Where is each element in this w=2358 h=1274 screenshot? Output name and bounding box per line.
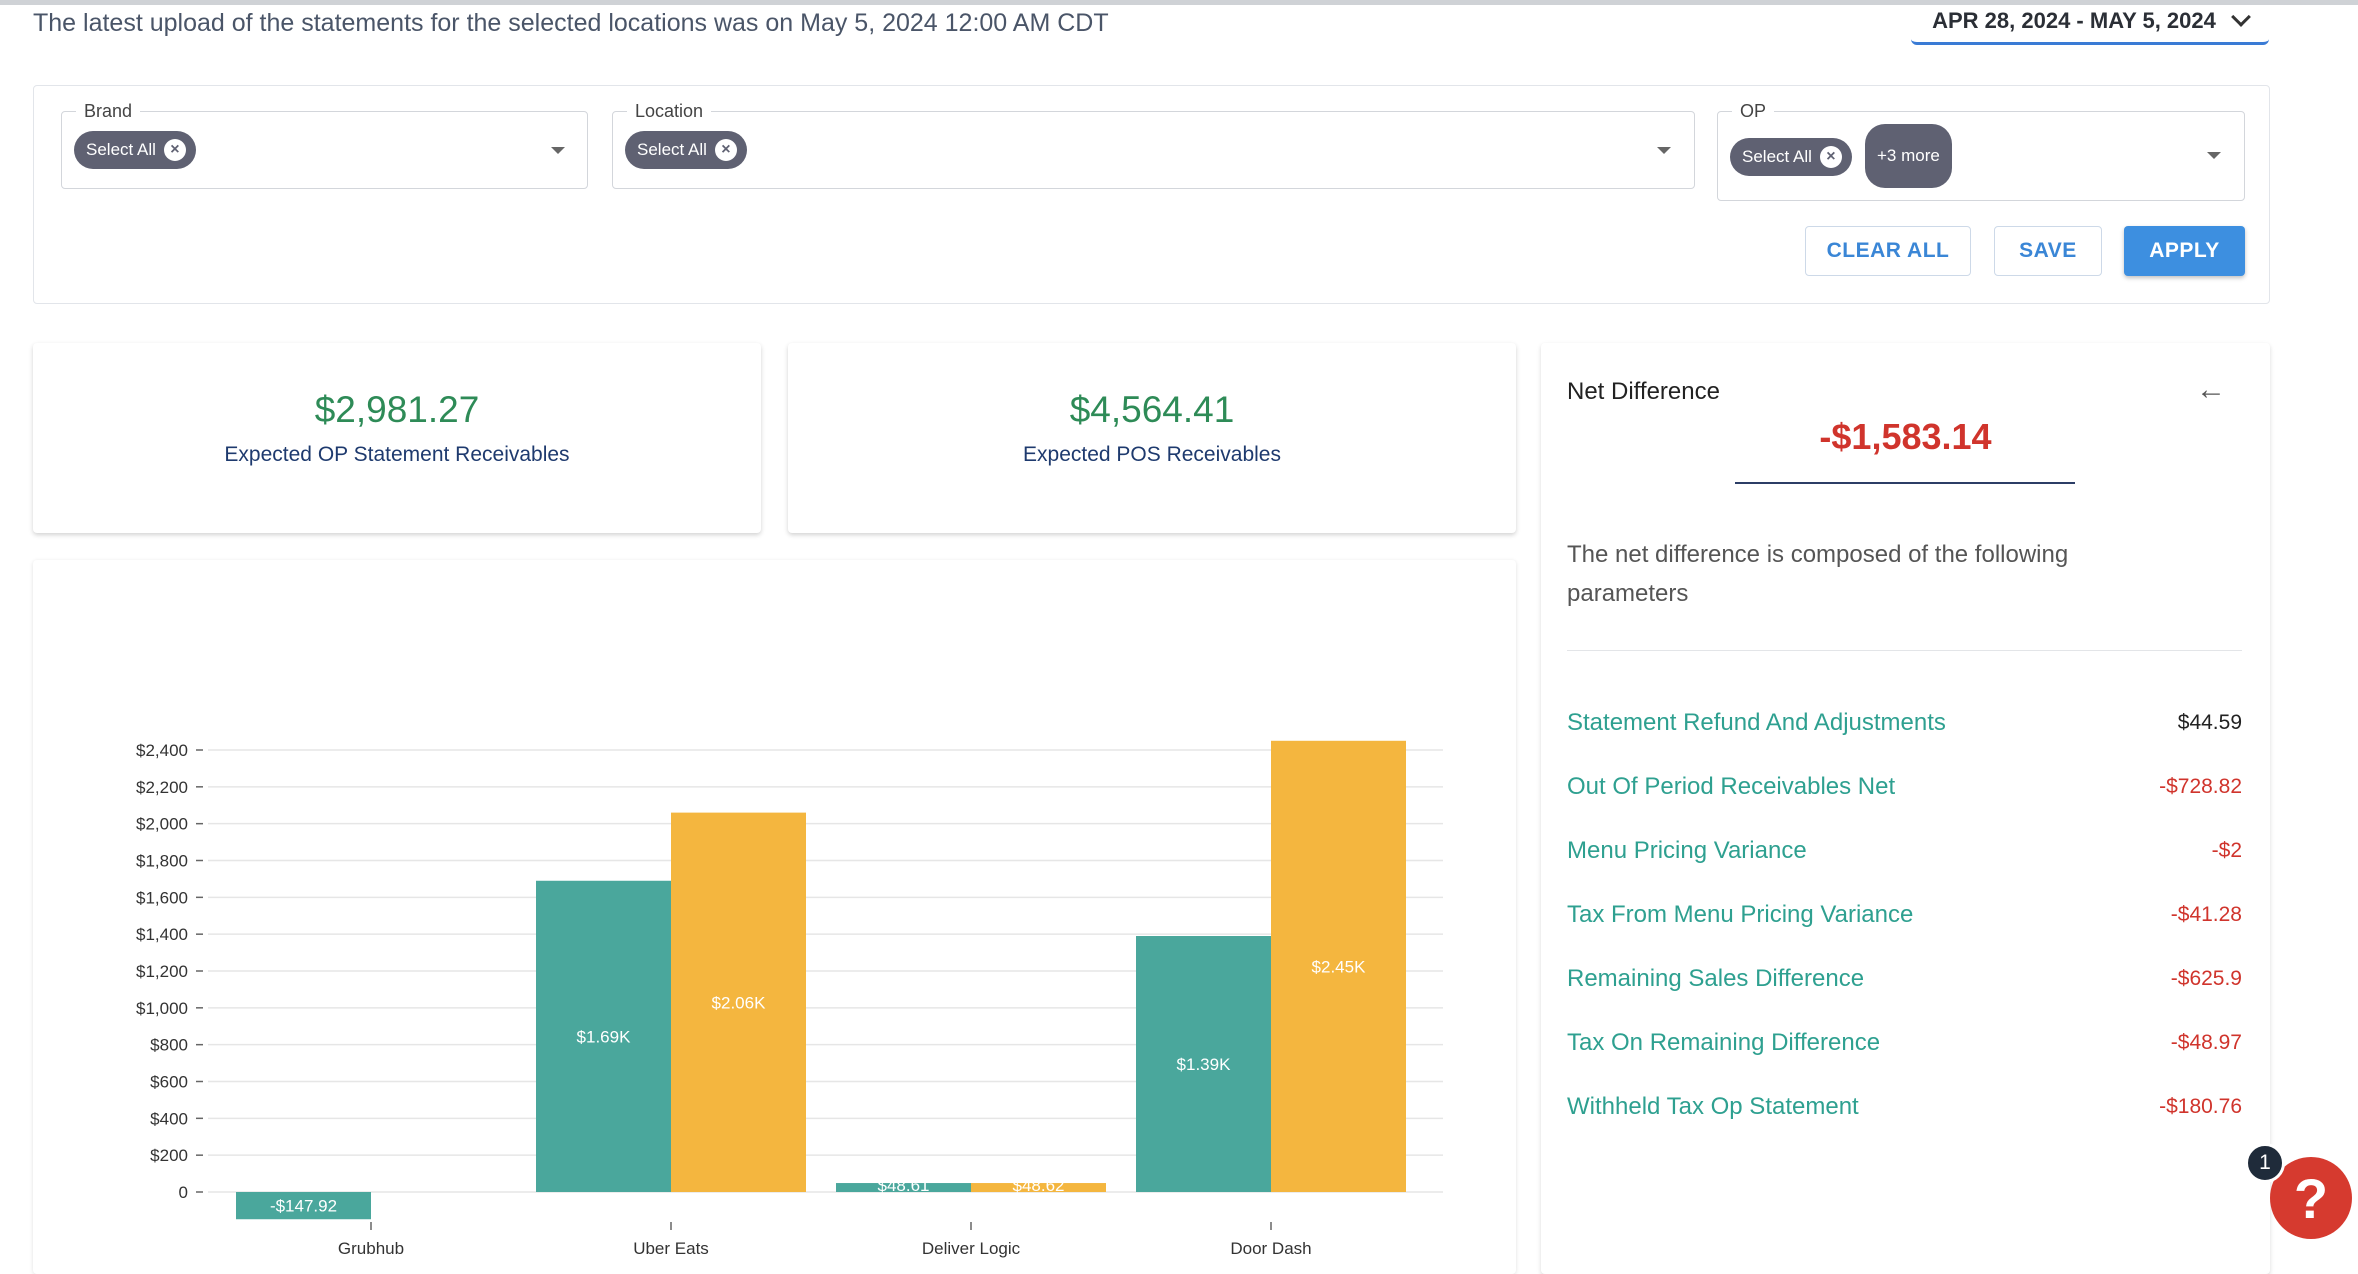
chart-bar <box>671 812 806 1192</box>
parameter-value: $44.59 <box>2177 711 2242 734</box>
brand-chip-label: Select All <box>86 140 156 159</box>
parameter-value: -$180.76 <box>2159 1095 2242 1118</box>
parameter-value: -$41.28 <box>2170 903 2242 926</box>
kpi-card-op-receivables: $2,981.27 Expected OP Statement Receivab… <box>33 343 761 533</box>
receivables-bar-chart: 0 $200 $400 $600 $800 $1,000 $1,200 $1,400 $1,60… <box>136 740 1443 1258</box>
brand-chip[interactable]: Select All × <box>74 131 196 169</box>
dropdown-caret-icon[interactable] <box>2207 152 2221 159</box>
y-tick-label: $1,200 <box>136 962 188 981</box>
notification-badge: 1 <box>2245 1143 2285 1183</box>
chart-bar <box>1271 740 1406 1192</box>
location-select[interactable]: Location Select All × <box>612 101 1695 189</box>
close-icon[interactable]: × <box>163 139 186 161</box>
divider <box>1567 650 2242 651</box>
close-icon[interactable]: × <box>1819 146 1842 168</box>
bar-data-label: -$147.92 <box>270 1197 337 1216</box>
parameter-row[interactable]: Tax From Menu Pricing Variance -$41.28 <box>1567 895 2242 935</box>
location-label: Location <box>627 101 712 122</box>
y-tick-label: 0 <box>179 1183 188 1202</box>
chart-bar <box>836 1183 971 1192</box>
dropdown-caret-icon[interactable] <box>1657 147 1671 154</box>
parameter-name[interactable]: Remaining Sales Difference <box>1567 965 1865 992</box>
net-difference-value: -$1,583.14 <box>1819 416 1992 457</box>
bar-data-label: $1.39K <box>1177 1055 1232 1074</box>
y-tick-label: $1,800 <box>136 852 188 871</box>
x-tick-label: Deliver Logic <box>922 1239 1021 1258</box>
x-tick-label: Grubhub <box>338 1239 404 1258</box>
y-tick-label: $1,000 <box>136 999 188 1018</box>
kpi-value: $2,981.27 <box>314 389 480 430</box>
y-tick-label: $800 <box>150 1036 188 1055</box>
bar-data-label: $1.69K <box>577 1027 632 1046</box>
chart-bar <box>971 1183 1106 1192</box>
parameter-row[interactable]: Menu Pricing Variance -$2 <box>1567 831 2242 871</box>
parameter-name[interactable]: Statement Refund And Adjustments <box>1567 709 1946 736</box>
brand-select[interactable]: Brand Select All × <box>61 101 588 189</box>
net-difference-title: Net Difference <box>1567 378 1720 405</box>
net-difference-description: The net difference is composed of the fo… <box>1567 541 2069 607</box>
y-tick-label: $2,400 <box>136 741 188 760</box>
clear-all-button[interactable]: CLEAR ALL <box>1805 226 1971 276</box>
y-tick-label: $600 <box>150 1073 188 1092</box>
net-difference-panel: Net Difference ← -$1,583.14 The net diff… <box>1541 343 2270 1274</box>
parameter-row[interactable]: Out Of Period Receivables Net -$728.82 <box>1567 767 2242 807</box>
help-button[interactable]: ? <box>2270 1157 2352 1239</box>
arrow-left-icon[interactable]: ← <box>2196 373 2226 406</box>
receivables-chart-card: 0 $200 $400 $600 $800 $1,000 $1,200 $1,400 $1,60… <box>33 560 1516 1274</box>
parameter-name[interactable]: Tax On Remaining Difference <box>1567 1029 1881 1056</box>
date-range-picker[interactable]: APR 28, 2024 - MAY 5, 2024 <box>1911 0 2269 45</box>
upload-message: The latest upload of the statements for … <box>33 9 1109 37</box>
bar-data-label: $2.45K <box>1312 957 1367 976</box>
close-icon[interactable]: × <box>714 139 737 161</box>
kpi-card-pos-receivables: $4,564.41 Expected POS Receivables <box>788 343 1516 533</box>
parameter-name[interactable]: Tax From Menu Pricing Variance <box>1567 901 1914 928</box>
parameter-value: -$48.97 <box>2170 1031 2242 1054</box>
op-label: OP <box>1732 101 1775 122</box>
apply-button[interactable]: APPLY <box>2124 226 2245 276</box>
x-tick-label: Door Dash <box>1230 1239 1311 1258</box>
op-select[interactable]: OP Select All × +3 more <box>1717 101 2245 201</box>
save-button[interactable]: SAVE <box>1994 226 2102 276</box>
parameter-value: -$625.9 <box>2170 967 2242 990</box>
parameter-name[interactable]: Withheld Tax Op Statement <box>1567 1093 1859 1120</box>
chevron-down-icon <box>2230 7 2251 27</box>
bar-data-label: $48.61 <box>878 1176 930 1195</box>
parameter-value: -$2 <box>2211 839 2242 862</box>
parameter-value: -$728.82 <box>2159 775 2242 798</box>
y-tick-label: $1,600 <box>136 888 188 907</box>
location-chip-label: Select All <box>637 140 707 159</box>
chart-bar <box>536 880 671 1192</box>
parameter-row[interactable]: Statement Refund And Adjustments $44.59 <box>1567 703 2242 743</box>
parameter-row[interactable]: Remaining Sales Difference -$625.9 <box>1567 959 2242 999</box>
kpi-label: Expected POS Receivables <box>1023 443 1281 466</box>
chart-bar <box>1136 936 1271 1192</box>
bar-data-label: $48.62 <box>1013 1176 1065 1195</box>
parameter-row[interactable]: Withheld Tax Op Statement -$180.76 <box>1567 1087 2242 1127</box>
y-tick-label: $1,400 <box>136 925 188 944</box>
bar-data-label: $2.06K <box>712 993 767 1012</box>
filter-panel: Brand Select All × Location Select All ×… <box>33 85 2270 304</box>
op-chip-label: Select All <box>1742 147 1812 166</box>
op-chip[interactable]: Select All × <box>1730 138 1852 176</box>
parameter-name[interactable]: Out Of Period Receivables Net <box>1567 773 1896 800</box>
top-border <box>0 0 2358 5</box>
net-difference-underline <box>1735 482 2075 484</box>
y-tick-label: $200 <box>150 1146 188 1165</box>
dropdown-caret-icon[interactable] <box>551 147 565 154</box>
y-tick-label: $2,000 <box>136 815 188 834</box>
date-range-label: APR 28, 2024 - MAY 5, 2024 <box>1932 8 2216 33</box>
chart-bar <box>236 1192 371 1220</box>
x-tick-label: Uber Eats <box>633 1239 709 1258</box>
parameter-name[interactable]: Menu Pricing Variance <box>1567 837 1807 864</box>
parameter-row[interactable]: Tax On Remaining Difference -$48.97 <box>1567 1023 2242 1063</box>
y-tick-label: $400 <box>150 1109 188 1128</box>
y-tick-label: $2,200 <box>136 778 188 797</box>
kpi-label: Expected OP Statement Receivables <box>224 443 570 466</box>
kpi-value: $4,564.41 <box>1069 389 1235 430</box>
more-chip[interactable]: +3 more <box>1865 124 1952 188</box>
location-chip[interactable]: Select All × <box>625 131 747 169</box>
brand-label: Brand <box>76 101 141 122</box>
